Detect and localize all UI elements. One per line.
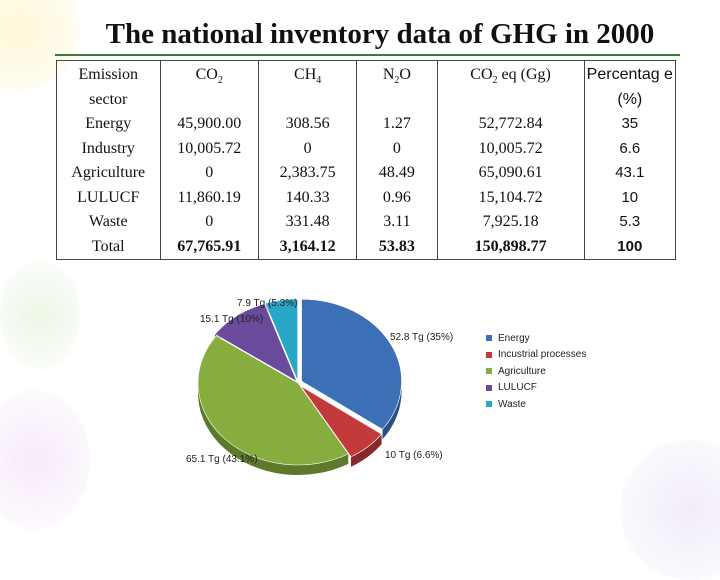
- header-sector: Emission sector: [56, 60, 161, 112]
- cell-sector: Total: [56, 234, 161, 260]
- cell-co2: 45,900.00: [159, 112, 259, 137]
- cell-percentage: 6.6: [583, 136, 677, 161]
- cell-co2: 0: [159, 161, 259, 186]
- background-decoration: [0, 260, 80, 370]
- cell-sector: LULUCF: [56, 185, 161, 210]
- legend-label: Incustrial processes: [498, 349, 587, 361]
- legend-item-waste: Waste: [486, 396, 586, 413]
- cell-co2: 0: [159, 210, 259, 235]
- pie-data-label-energy: 52.8 Tg (35%): [390, 332, 454, 343]
- cell-n2o: 3.11: [356, 210, 438, 235]
- ghg-inventory-table: Emission sector CO2 CH4 N2O CO2 eq (Gg) …: [56, 60, 677, 260]
- header-co2eq: CO2 eq (Gg): [436, 60, 585, 112]
- cell-percentage: 100: [583, 234, 677, 260]
- background-decoration: [0, 390, 90, 530]
- table-header-row: Emission sector CO2 CH4 N2O CO2 eq (Gg) …: [56, 60, 677, 112]
- legend-swatch: [486, 335, 492, 342]
- table-row: Energy 45,900.00 308.56 1.27 52,772.84 3…: [56, 112, 677, 137]
- cell-co2eq: 65,090.61: [436, 161, 585, 186]
- legend-label: Agriculture: [498, 365, 546, 377]
- cell-sector: Agriculture: [56, 161, 161, 186]
- cell-n2o: 53.83: [356, 234, 438, 260]
- table-row: Industry 10,005.72 0 0 10,005.72 6.6: [56, 136, 677, 161]
- legend-item-energy: Energy: [486, 330, 586, 347]
- table-total-row: Total 67,765.91 3,164.12 53.83 150,898.7…: [56, 234, 677, 260]
- pie-slice-energy: [301, 298, 402, 430]
- legend-item-lulucf: LULUCF: [486, 380, 586, 397]
- pie-slice-industrial: [300, 385, 383, 458]
- table-row: Waste 0 331.48 3.11 7,925.18 5.3: [56, 210, 677, 235]
- cell-sector: Energy: [56, 112, 161, 137]
- cell-percentage: 5.3: [583, 210, 677, 235]
- legend-swatch: [486, 351, 492, 358]
- pie-data-label-agriculture: 65.1 Tg (43.1%): [186, 454, 258, 465]
- cell-n2o: 0: [356, 136, 438, 161]
- legend-label: Waste: [498, 398, 526, 410]
- table-row: Agriculture 0 2,383.75 48.49 65,090.61 4…: [56, 161, 677, 186]
- legend-swatch: [486, 368, 492, 375]
- legend-item-industrial: Incustrial processes: [486, 347, 586, 364]
- cell-co2eq: 52,772.84: [436, 112, 585, 137]
- cell-percentage: 10: [583, 185, 677, 210]
- cell-ch4: 3,164.12: [257, 234, 358, 260]
- pie-legend: Energy Incustrial processes Agriculture …: [486, 330, 586, 413]
- page-title: The national inventory data of GHG in 20…: [105, 18, 655, 50]
- cell-sector: Industry: [56, 136, 161, 161]
- ghg-pie-chart: [197, 298, 402, 475]
- legend-label: LULUCF: [498, 382, 537, 394]
- cell-ch4: 140.33: [257, 185, 358, 210]
- cell-co2eq: 15,104.72: [436, 185, 585, 210]
- cell-ch4: 0: [257, 136, 358, 161]
- table-row: LULUCF 11,860.19 140.33 0.96 15,104.72 1…: [56, 185, 677, 210]
- header-percentage: Percentag e (%): [583, 60, 677, 112]
- cell-co2: 10,005.72: [159, 136, 259, 161]
- cell-ch4: 331.48: [257, 210, 358, 235]
- pie-data-label-lulucf: 15.1 Tg (10%): [200, 314, 264, 325]
- title-underline: [55, 54, 680, 56]
- pie-data-label-waste: 7.9 Tg (5.3%): [237, 298, 298, 309]
- legend-label: Energy: [498, 332, 530, 344]
- cell-n2o: 0.96: [356, 185, 438, 210]
- pie-slice-side-industrial: [350, 434, 382, 467]
- cell-n2o: 48.49: [356, 161, 438, 186]
- pie-slice-waste: [264, 298, 298, 382]
- cell-percentage: 43.1: [583, 161, 677, 186]
- cell-co2eq: 150,898.77: [436, 234, 585, 260]
- legend-swatch: [486, 401, 492, 408]
- cell-percentage: 35: [583, 112, 677, 137]
- cell-co2: 67,765.91: [159, 234, 259, 260]
- pie-slice-lulucf: [214, 303, 298, 383]
- pie-slice-agriculture: [197, 335, 349, 466]
- pie-data-label-industrial: 10 Tg (6.6%): [385, 450, 443, 461]
- header-n2o: N2O: [356, 60, 438, 112]
- legend-item-agriculture: Agriculture: [486, 363, 586, 380]
- header-ch4: CH4: [257, 60, 358, 112]
- cell-ch4: 308.56: [257, 112, 358, 137]
- legend-swatch: [486, 384, 492, 391]
- cell-co2eq: 10,005.72: [436, 136, 585, 161]
- cell-ch4: 2,383.75: [257, 161, 358, 186]
- header-co2: CO2: [159, 60, 259, 112]
- background-decoration: [620, 440, 720, 580]
- cell-co2: 11,860.19: [159, 185, 259, 210]
- cell-n2o: 1.27: [356, 112, 438, 137]
- cell-co2eq: 7,925.18: [436, 210, 585, 235]
- cell-sector: Waste: [56, 210, 161, 235]
